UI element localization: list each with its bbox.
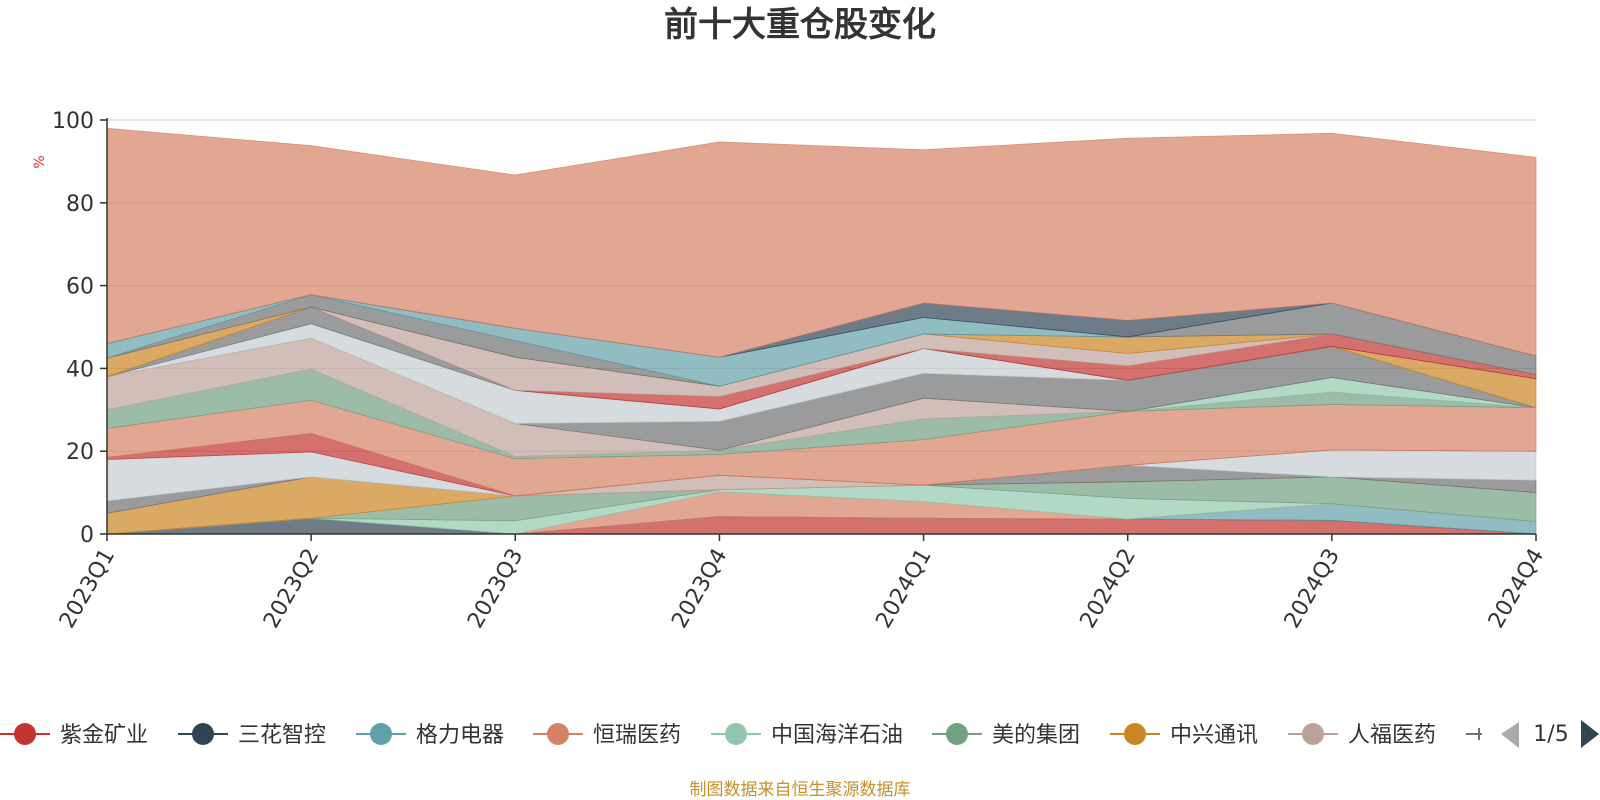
y-tick-label: 20 [66,440,94,465]
y-tick-label: 40 [66,357,94,382]
legend-marker [14,723,36,745]
legend-marker [1302,723,1324,745]
legend-label: 紫金矿业 [60,723,148,748]
legend-item[interactable]: 紫金矿业 [0,723,148,748]
legend-item[interactable]: 人福医药 [1288,723,1436,748]
area-series-25[interactable] [106,127,1537,358]
legend-item[interactable]: 中国海洋石油 [711,723,903,748]
x-tick-label: 2024Q2 [1076,545,1141,633]
chart-title: 前十大重仓股变化 [664,5,936,45]
legend-item[interactable]: 格力电器 [356,723,504,748]
legend-label: 三花智控 [238,723,326,748]
legend-marker [370,723,392,745]
legend-item[interactable]: 三花智控 [178,723,326,748]
stacked-areas [106,127,1537,535]
x-tick-label: 2023Q2 [259,545,324,633]
y-tick-label: 60 [66,275,94,300]
legend-page-indicator: 1/5 [1533,722,1568,747]
y-tick-label: 0 [80,523,94,548]
legend-prev-page-icon[interactable] [1501,722,1519,748]
legend-next-page-icon[interactable] [1581,720,1599,748]
legend-label: 美的集团 [992,723,1080,748]
legend-item[interactable]: 美的集团 [932,723,1080,748]
legend-label: 恒瑞医药 [593,723,681,748]
x-tick-label: 2023Q3 [463,545,528,633]
y-tick-label: 80 [66,192,94,217]
legend-marker [725,723,747,745]
legend-label: 人福医药 [1348,723,1436,748]
x-tick-label: 2024Q3 [1280,545,1345,633]
legend-label: 中国海洋石油 [771,723,903,748]
x-tick-label: 2023Q4 [667,545,732,633]
legend-label: 格力电器 [416,723,504,748]
source-note: 制图数据来自恒生聚源数据库 [690,780,911,800]
x-tick-label: 2023Q1 [55,545,120,633]
y-tick-label: 100 [52,109,94,134]
legend-marker [946,723,968,745]
legend-marker [547,723,569,745]
legend-label: 中兴通讯 [1170,723,1258,748]
legend-item[interactable]: 恒瑞医药 [533,723,681,748]
x-tick-label: 2024Q1 [871,545,936,633]
legend-marker [1124,723,1146,745]
x-tick-label: 2024Q4 [1484,545,1549,633]
legend-marker [192,723,214,745]
legend-item[interactable]: 中兴通讯 [1110,723,1258,748]
legend: 紫金矿业 三花智控 格力电器 恒瑞医药 中国海洋石油 美的集团 中兴通讯 人福医药 1/5 [0,720,1599,748]
y-axis-unit: % [32,155,48,168]
